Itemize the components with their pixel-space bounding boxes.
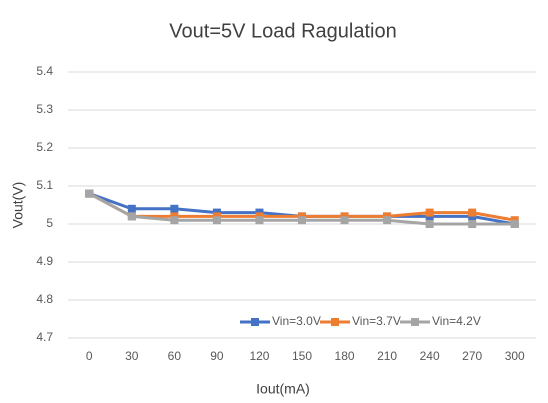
point-marker [510,220,519,228]
y-tick-label: 5.3 [36,102,53,116]
legend-label: Vin=3.7V [352,314,401,328]
chart-title: Vout=5V Load Ragulation [169,20,396,42]
point-marker [127,204,136,213]
x-tick-label: 90 [210,349,224,363]
x-tick-label: 120 [249,349,269,363]
y-tick-label: 5.1 [36,178,53,192]
legend-label: Vin=4.2V [432,314,481,328]
point-marker [383,216,392,225]
x-tick-label: 0 [86,349,93,363]
y-tick-label: 5.4 [36,64,53,78]
x-tick-label: 60 [168,349,182,363]
x-tick-label: 240 [420,349,440,363]
point-marker [127,212,136,221]
point-marker [170,216,179,225]
point-marker [468,208,477,217]
x-tick-label: 210 [377,349,397,363]
point-marker [85,189,94,198]
legend-marker [331,318,339,326]
legend-label: Vin=3.0V [272,314,321,328]
point-marker [212,216,221,225]
y-axis-title: Vout(V) [10,182,26,229]
y-tick-label: 4.7 [36,330,53,344]
point-marker [298,216,306,225]
x-tick-label: 150 [292,349,312,363]
point-marker [468,220,477,228]
x-tick-label: 300 [505,349,525,363]
point-marker [340,216,349,225]
x-tick-label: 180 [335,349,355,363]
y-tick-label: 5 [46,216,53,230]
y-tick-label: 4.8 [36,292,53,306]
y-tick-label: 5.2 [36,140,53,154]
point-marker [425,220,434,228]
x-axis-title: Iout(mA) [256,381,310,397]
point-marker [425,208,434,217]
point-marker [170,204,179,213]
x-tick-label: 30 [125,349,139,363]
legend-marker [251,318,259,326]
point-marker [255,216,264,225]
y-tick-label: 4.9 [36,254,53,268]
x-tick-label: 270 [462,349,482,363]
legend-marker [411,318,419,326]
